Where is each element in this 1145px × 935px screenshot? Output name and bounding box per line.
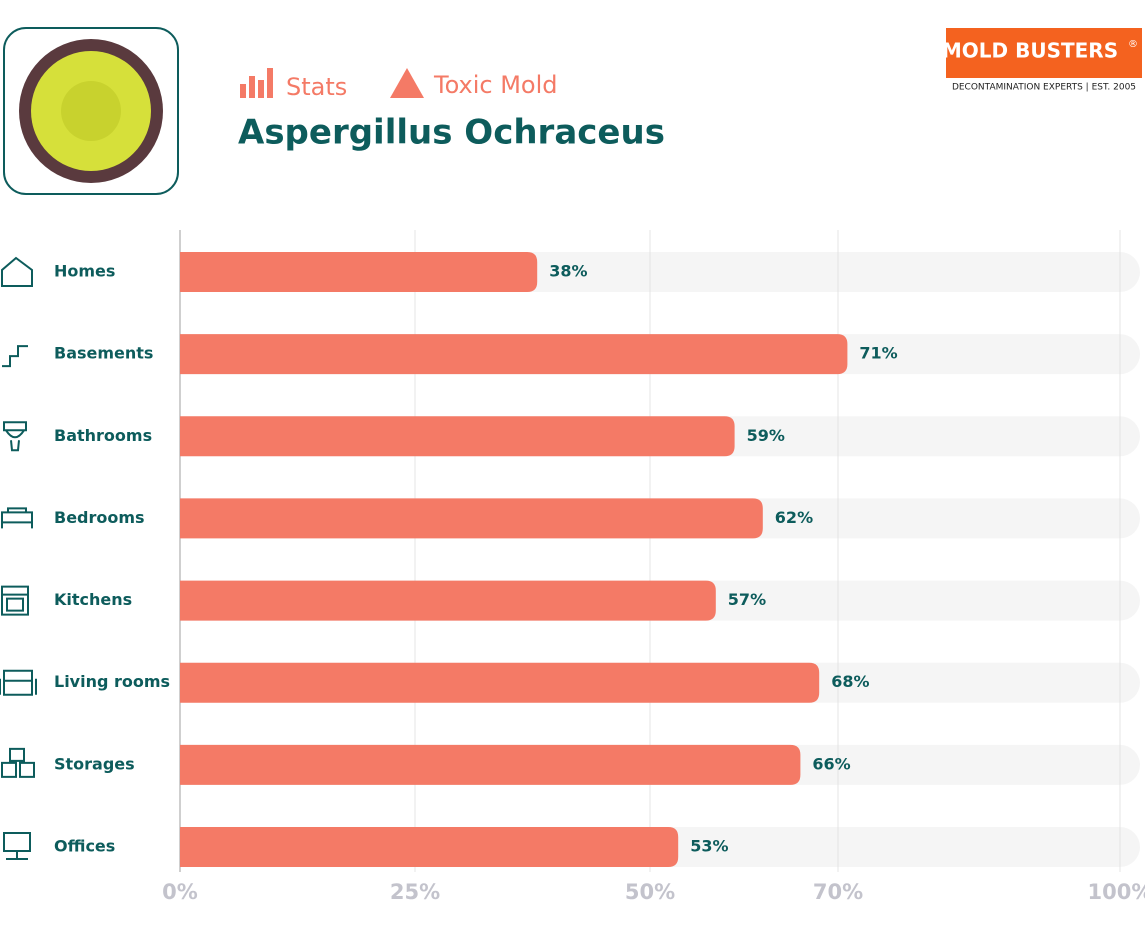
bar [180,416,735,457]
chart-title: Aspergillus Ochraceus [238,113,665,153]
x-tick-label: 0% [162,880,198,904]
icon-shape [3,421,27,452]
bar [180,498,763,539]
tag: Toxic Mold [433,71,558,99]
value-label: 57% [728,590,766,609]
x-tick-label: 50% [625,880,675,904]
icon-shape [1,507,33,529]
value-label: 68% [831,672,869,691]
value-label: 53% [690,837,728,856]
category-label: Kitchens [54,590,132,609]
x-tick-label: 25% [390,880,440,904]
category-label: Homes [54,262,115,281]
category-label: Living rooms [54,672,170,691]
tag: Stats [286,73,347,101]
bar [180,744,801,785]
category-label: Bedrooms [54,508,145,527]
category-icon [1,747,35,778]
warning-icon [390,68,424,98]
bar [180,580,716,621]
category-icon [0,669,37,696]
icon-shape [1,256,33,287]
logo-name: MOLD BUSTERS [942,39,1118,63]
value-label: 62% [775,508,813,527]
logo-box [946,28,1142,78]
stats-icon [240,68,273,98]
bar [180,662,820,703]
category-label: Basements [54,344,153,363]
mold-center [61,81,121,141]
icon-shape [1,747,35,778]
bar [180,252,538,292]
bar [180,334,848,375]
category-label: Offices [54,837,115,856]
icon-shape [2,345,28,368]
value-label: 71% [859,344,897,363]
category-label: Storages [54,754,135,773]
category-icon [2,345,28,368]
value-label: 38% [549,262,587,281]
category-label: Bathrooms [54,426,152,445]
bar [180,827,679,867]
x-tick-label: 70% [813,880,863,904]
category-icon [1,585,29,616]
category-icon [3,832,31,860]
category-icon [3,421,27,452]
icon-shape [0,669,37,696]
value-label: 59% [747,426,785,445]
category-icon [1,256,33,287]
icon-shape [3,832,31,860]
value-label: 66% [812,754,850,773]
category-icon [1,507,33,529]
x-tick-label: 100% [1088,880,1145,904]
logo-tagline: DECONTAMINATION EXPERTS | EST. 2005 [952,83,1136,93]
icon-shape [1,585,29,616]
logo-mark: ® [1128,39,1138,50]
